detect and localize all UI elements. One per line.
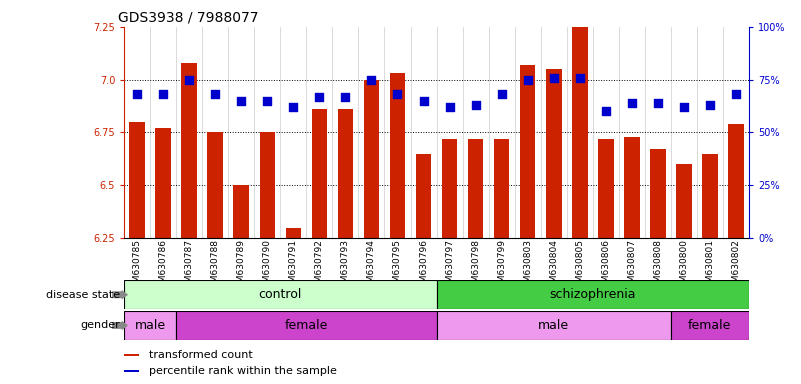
- Point: [339, 94, 352, 100]
- Bar: [572, 27, 588, 238]
- Point: [703, 102, 716, 108]
- Text: disease state: disease state: [46, 290, 120, 300]
- Point: [183, 77, 195, 83]
- Bar: [624, 137, 640, 238]
- Text: male: male: [538, 319, 570, 332]
- Bar: [260, 132, 276, 238]
- Bar: [437, 311, 671, 340]
- Bar: [650, 149, 666, 238]
- Bar: [494, 139, 509, 238]
- Bar: [702, 154, 718, 238]
- Bar: [312, 109, 328, 238]
- Point: [131, 91, 143, 98]
- Point: [287, 104, 300, 110]
- Point: [157, 91, 170, 98]
- Bar: [207, 132, 223, 238]
- Point: [469, 102, 482, 108]
- Point: [651, 100, 664, 106]
- Point: [547, 74, 560, 81]
- Text: transformed count: transformed count: [148, 350, 252, 360]
- Text: male: male: [135, 319, 166, 332]
- Point: [574, 74, 586, 81]
- Bar: [598, 139, 614, 238]
- Point: [209, 91, 222, 98]
- Bar: [728, 124, 744, 238]
- Bar: [338, 109, 353, 238]
- Point: [495, 91, 508, 98]
- Bar: [234, 185, 249, 238]
- Point: [235, 98, 248, 104]
- Text: female: female: [688, 319, 731, 332]
- Bar: [416, 154, 432, 238]
- Text: control: control: [259, 288, 302, 301]
- Point: [521, 77, 534, 83]
- Text: schizophrenia: schizophrenia: [549, 288, 636, 301]
- Text: female: female: [284, 319, 328, 332]
- Point: [261, 98, 274, 104]
- Point: [626, 100, 638, 106]
- Point: [730, 91, 743, 98]
- Bar: [124, 311, 176, 340]
- Bar: [124, 354, 139, 356]
- Point: [313, 94, 326, 100]
- Bar: [182, 63, 197, 238]
- Bar: [437, 280, 749, 309]
- Bar: [176, 311, 437, 340]
- Point: [443, 104, 456, 110]
- Bar: [676, 164, 692, 238]
- Bar: [130, 122, 145, 238]
- Bar: [390, 73, 405, 238]
- Text: percentile rank within the sample: percentile rank within the sample: [148, 366, 336, 376]
- Point: [417, 98, 430, 104]
- Point: [391, 91, 404, 98]
- Bar: [520, 65, 536, 238]
- Point: [365, 77, 378, 83]
- Point: [599, 108, 612, 114]
- Bar: [155, 128, 171, 238]
- Bar: [546, 69, 562, 238]
- Bar: [442, 139, 457, 238]
- Bar: [124, 370, 139, 372]
- Bar: [468, 139, 484, 238]
- Bar: [671, 311, 749, 340]
- Text: GDS3938 / 7988077: GDS3938 / 7988077: [118, 10, 259, 24]
- Point: [678, 104, 690, 110]
- Text: gender: gender: [80, 320, 120, 331]
- Bar: [364, 79, 380, 238]
- Bar: [124, 280, 437, 309]
- Bar: [286, 227, 301, 238]
